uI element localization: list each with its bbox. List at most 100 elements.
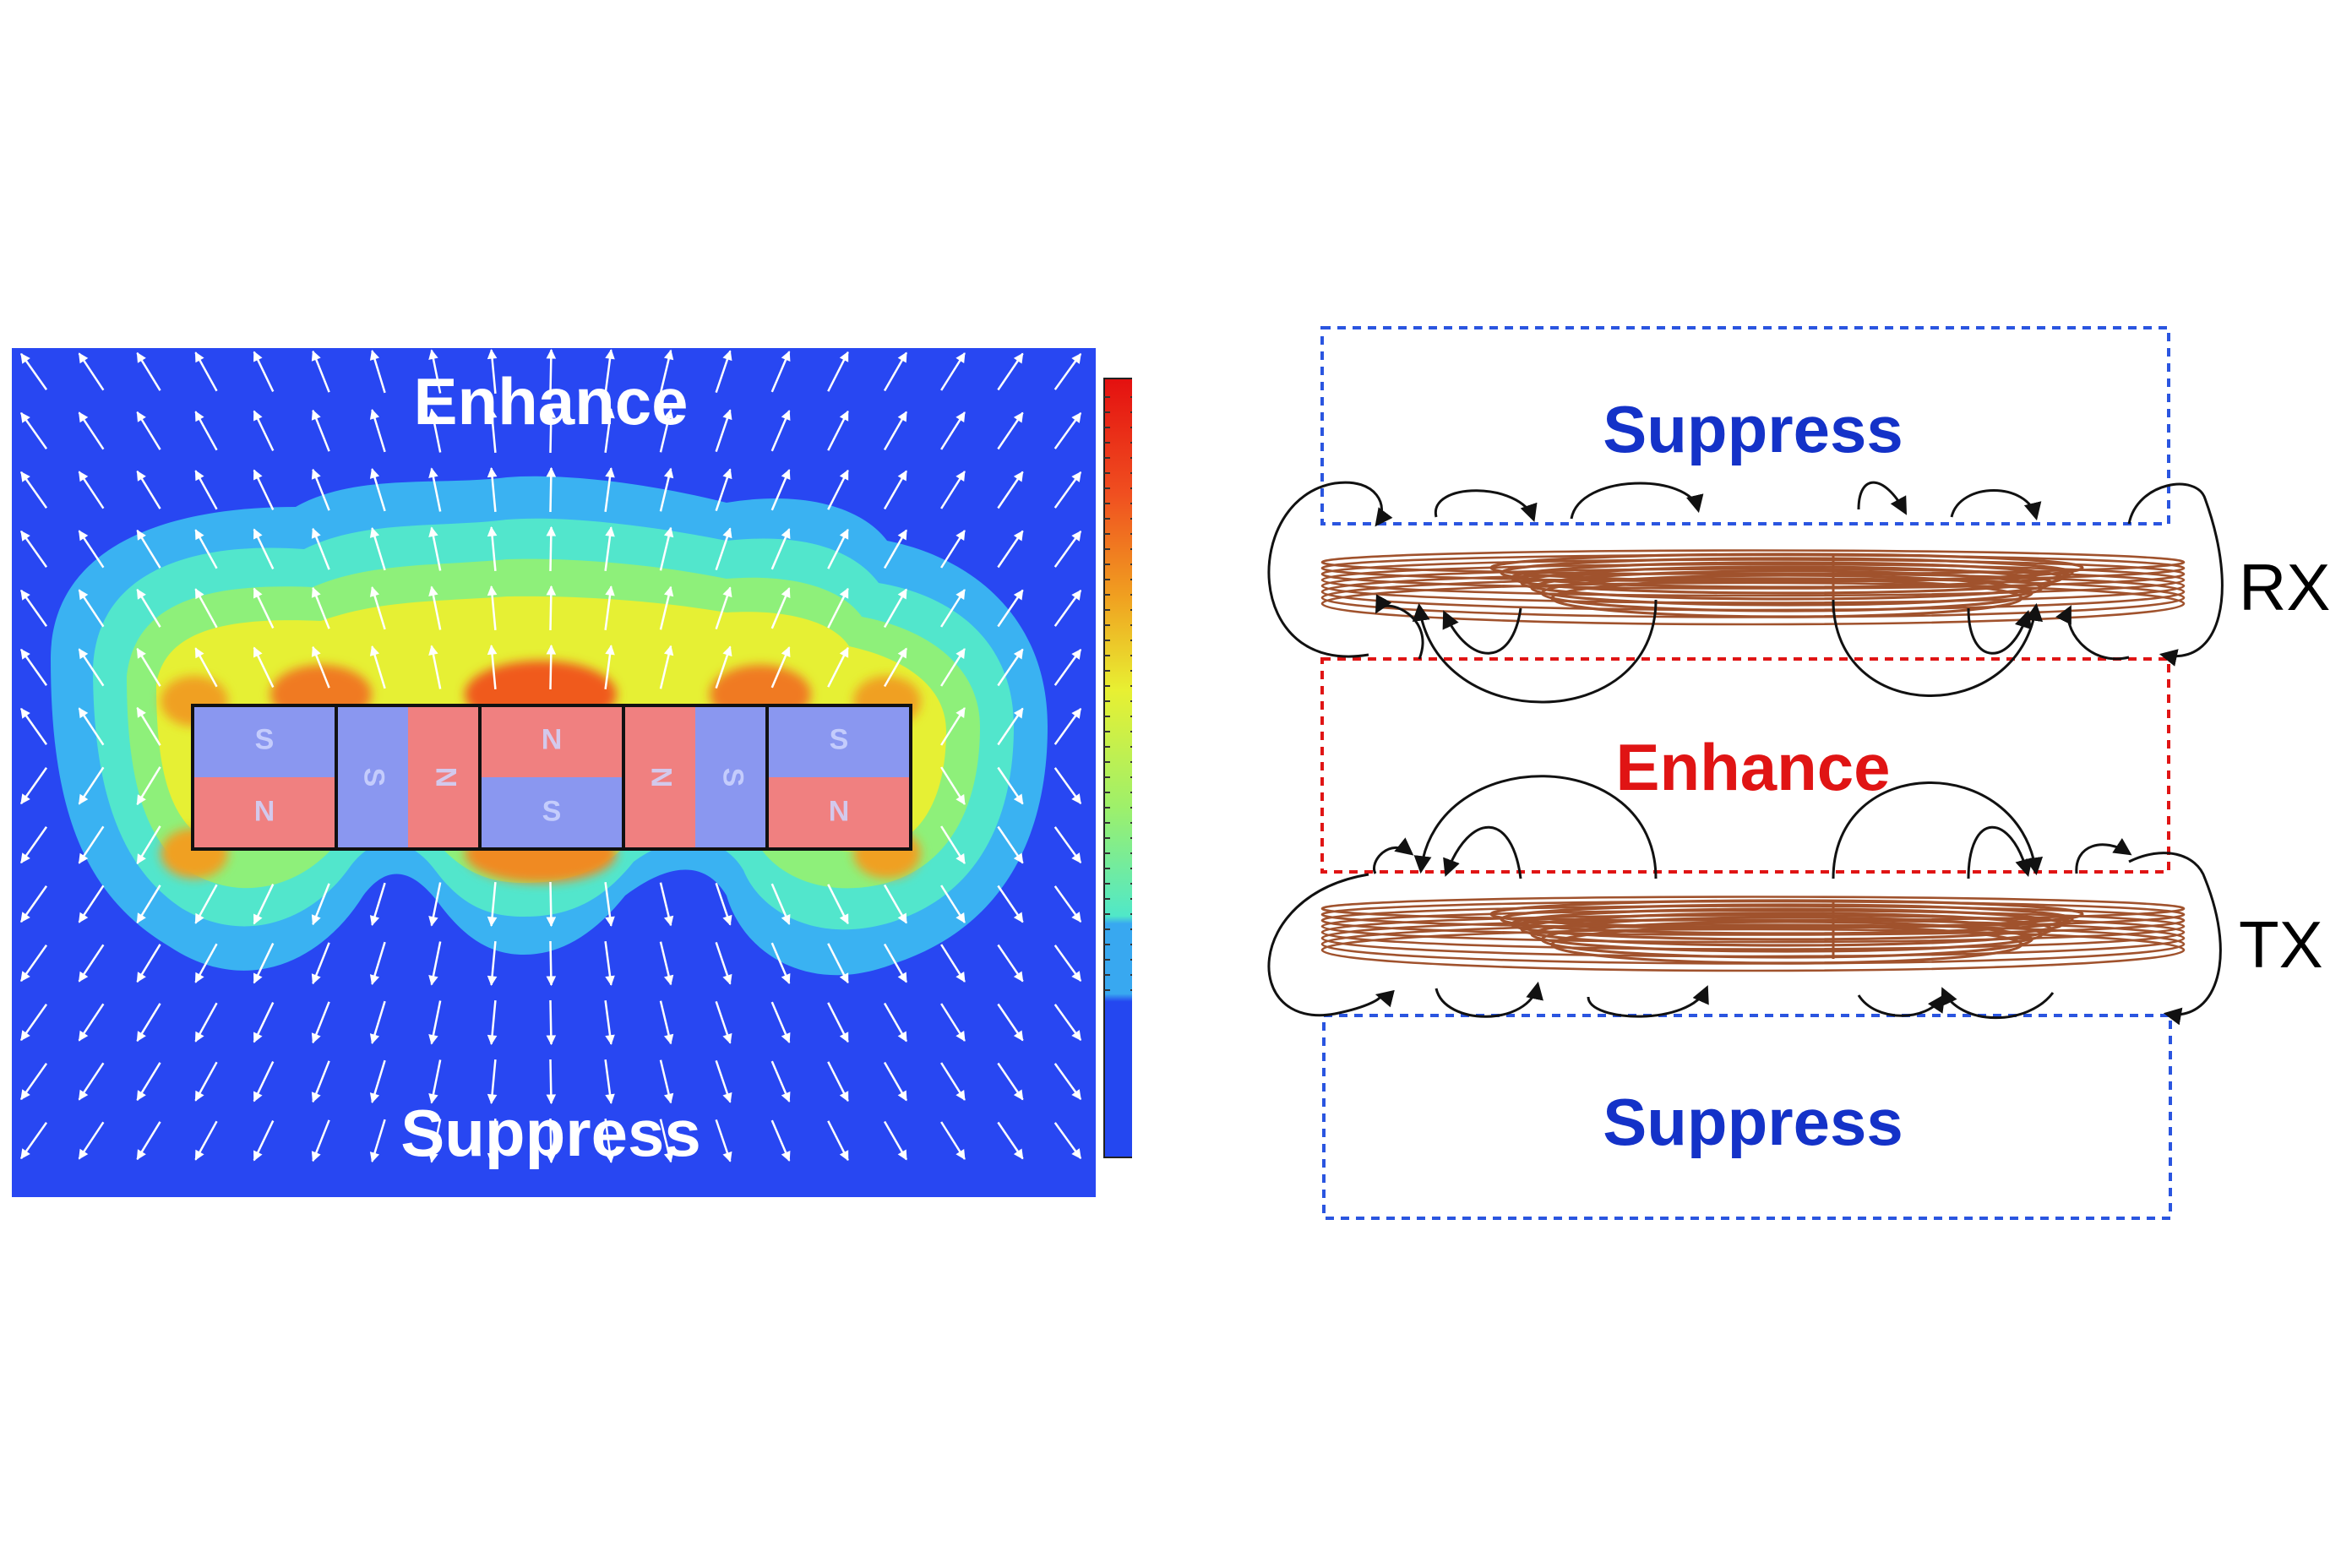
field-arrow-head (897, 588, 907, 600)
field-arrow-head (1013, 648, 1024, 660)
field-arrow-head (428, 975, 438, 986)
field-arrow-head (311, 914, 321, 926)
field-arrow-head (1013, 793, 1024, 805)
field-arrow-head (369, 974, 380, 985)
field-arrow-head (1013, 912, 1024, 923)
field-arrow-head (605, 1093, 615, 1104)
enhance-label-middle: Enhance (1615, 730, 1890, 804)
field-arrow-head (136, 588, 146, 600)
magnet-half (408, 705, 480, 849)
field-arrow-head (487, 1093, 498, 1105)
field-arrow-head (20, 530, 30, 542)
field-arrow-head (839, 1091, 849, 1102)
tx-label: TX (2239, 907, 2323, 982)
field-arrow-head (253, 469, 263, 481)
field-arrow-head (20, 589, 30, 601)
field-loop (1435, 489, 1538, 522)
coil-turn (1320, 928, 2186, 972)
field-arrow-head (955, 707, 966, 718)
coil-turn (1530, 916, 2044, 953)
colorbar (1103, 378, 1137, 1158)
field-arrow-head (839, 587, 849, 599)
field-arrow-head (897, 912, 907, 924)
field-arrow-head (253, 528, 263, 540)
field-arrow-head (605, 526, 615, 537)
field-arrow-head (20, 707, 30, 719)
field-arrow-head (781, 972, 791, 984)
field-arrow-head (79, 971, 89, 983)
field-arrow-head (428, 349, 438, 360)
suppress-label-bottom: Suppress (1603, 1085, 1903, 1159)
field-arrow-head (839, 972, 849, 984)
field-arrow-head (955, 972, 966, 983)
field-arrow-head (79, 793, 89, 805)
field-arrow-head (663, 408, 674, 420)
suppress-region-bottom (1322, 1014, 2172, 1220)
field-arrow-head (546, 348, 557, 359)
coil-turn (1540, 574, 2033, 612)
field-arrow-head (897, 470, 907, 482)
magnet-block: SN (765, 704, 912, 851)
field-arrow-head (487, 585, 498, 596)
field-arrow-head (605, 585, 615, 596)
field-arrow-head (1071, 531, 1081, 542)
field-arrow-head (605, 645, 615, 656)
field-arrow-head (428, 645, 438, 656)
field-arrow-head (1071, 590, 1081, 601)
suppress-region-top (1320, 326, 2170, 525)
field-arrow-head (663, 1033, 674, 1045)
field-arrow-head (781, 528, 791, 540)
field-arrow-head (20, 1030, 30, 1042)
field-arrow-head (136, 706, 146, 718)
field-loop (1967, 607, 2032, 655)
field-arrow-head (253, 1091, 263, 1102)
magnet-pole-label: N (254, 795, 275, 827)
field-arrow-head (839, 351, 849, 362)
field-arrow-head (605, 1034, 615, 1045)
field-arrow-head (722, 1092, 732, 1103)
coil-turn (1500, 557, 2074, 589)
magnet-half (695, 705, 767, 849)
field-arrow-head (722, 645, 732, 657)
field-arrow-head (311, 645, 321, 657)
field-arrow-head (1071, 471, 1081, 482)
field-arrow-head (663, 645, 674, 656)
field-arrow-head (605, 408, 615, 419)
field-arrow-head (722, 409, 732, 421)
field-arrow-head (194, 912, 204, 924)
coil-diagram-svg: Suppress Enhance Suppress RX TX (1267, 326, 2330, 1220)
field-arrow-head (1071, 353, 1081, 364)
field-arrow-head (722, 527, 732, 539)
field-arrow-head (369, 409, 380, 420)
field-arrow-head (722, 973, 732, 985)
coil-turn (1489, 899, 2084, 929)
field-loop (1373, 837, 1414, 874)
field-arrow-head (136, 1149, 146, 1161)
magnet-pole-label: S (255, 723, 275, 755)
magnet-pole-label: S (830, 723, 849, 755)
field-arrow-head (194, 588, 204, 600)
field-arrow-head (1013, 707, 1024, 719)
field-arrow-head (897, 1149, 907, 1161)
magnet-half (193, 705, 336, 777)
field-loop (2075, 837, 2132, 874)
field-arrow-head (136, 529, 146, 541)
field-arrow-head (839, 410, 849, 422)
field-arrow-head (79, 707, 89, 719)
field-arrow-head (663, 915, 674, 927)
enhance-label: Enhance (413, 364, 688, 438)
field-arrow-head (897, 647, 907, 659)
field-arrow-head (428, 526, 438, 537)
coil-turn (1500, 903, 2074, 935)
field-arrow-head (136, 912, 146, 924)
field-arrow-head (79, 912, 89, 923)
field-arrow-head (1013, 589, 1024, 601)
field-arrow-head (1071, 412, 1081, 423)
field-arrow-head (546, 917, 557, 928)
field-arrow-head (79, 589, 89, 601)
field-arrow-head (546, 407, 557, 418)
field-arrow-head (79, 1089, 89, 1101)
field-arrow-head (79, 1030, 89, 1042)
